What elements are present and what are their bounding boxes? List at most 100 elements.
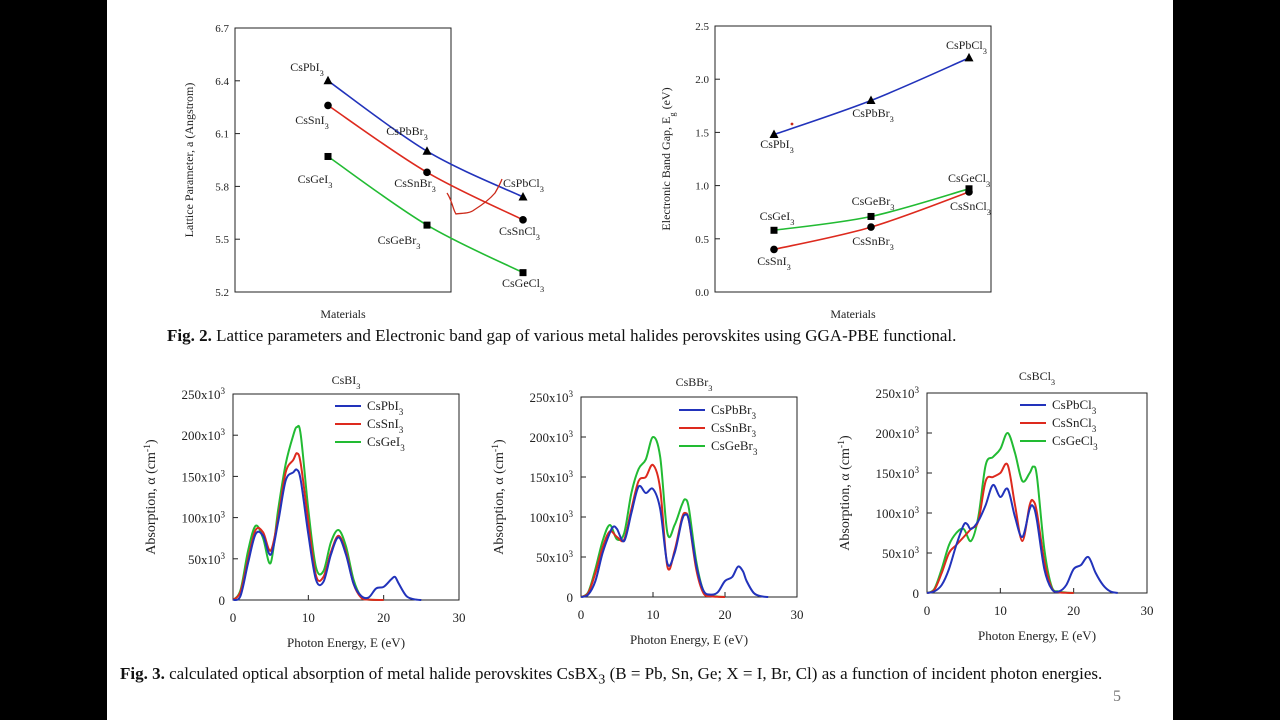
bandgap-ytick-label: 2.0 — [695, 74, 709, 86]
bandgap-point-pb — [964, 52, 974, 62]
fig3-caption-text-after: (B = Pb, Sn, Ge; X = I, Br, Cl) as a fun… — [605, 664, 1103, 683]
lattice-point-label: CsSnCl3 — [499, 224, 540, 242]
fig3-caption: Fig. 3. calculated optical absorption of… — [120, 663, 1130, 690]
abs_br-xlabel: Photon Energy, E (eV) — [630, 632, 748, 647]
abs_br-ytick-label: 250x103 — [529, 389, 573, 405]
abs_i-xtick-label: 20 — [377, 610, 390, 625]
abs_cl-xtick-label: 10 — [994, 603, 1007, 618]
abs_i-legend-label-sn: CsSnI3 — [367, 416, 404, 435]
fig2-caption-label: Fig. 2. — [167, 326, 212, 345]
abs_cl-series-line-sn — [926, 462, 1074, 594]
abs_cl-ylabel: Absorption, α (cm-1) — [836, 435, 854, 551]
abs_cl-ytick-label: 100x103 — [875, 505, 919, 521]
lattice-point-ge — [423, 221, 431, 229]
lattice-point-ge — [519, 269, 527, 277]
bandgap-point-label: CsSnCl3 — [950, 199, 991, 217]
abs_i-series-line-ge — [232, 424, 384, 601]
fig3-caption-label: Fig. 3. — [120, 664, 165, 683]
lattice-series-line-sn — [327, 104, 524, 221]
abs_br-legend-label-pb: CsPbBr3 — [711, 402, 756, 421]
abs_cl-title: CsBCl3 — [1019, 369, 1055, 387]
bandgap-ylabel: Electronic Band Gap, Eg (eV) — [659, 87, 677, 230]
abs_br-ytick-label: 100x103 — [529, 509, 573, 525]
abs_br-series-line-pb — [580, 484, 769, 598]
bandgap-series-line-pb — [773, 57, 970, 136]
abs_i-ytick-label: 100x103 — [181, 510, 225, 526]
bandgap-plot-frame — [714, 25, 992, 293]
abs_br-ylabel: Absorption, α (cm-1) — [490, 439, 508, 555]
fig2-caption-text: Lattice parameters and Electronic band g… — [211, 326, 957, 345]
abs_i-ytick-label: 200x103 — [181, 427, 225, 443]
abs_cl-ytick-label: 250x103 — [875, 385, 919, 401]
abs_br-ytick-label: 150x103 — [529, 469, 573, 485]
lattice-point-pb — [518, 191, 528, 201]
abs_i-series-line-pb — [232, 468, 422, 602]
abs_i-plot-frame — [232, 393, 460, 601]
abs_i-xtick-label: 30 — [453, 610, 466, 625]
abs_br-plot-frame — [580, 396, 798, 598]
abs_br-ytick-label: 200x103 — [529, 429, 573, 445]
abs_i-ytick-label: 50x103 — [188, 551, 226, 567]
abs_br-ytick-label: 0 — [567, 590, 574, 605]
abs_i-ylabel: Absorption, α (cm-1) — [142, 439, 160, 555]
abs_br-xtick-label: 30 — [791, 607, 804, 622]
abs_cl-xtick-label: 0 — [924, 603, 931, 618]
lattice-point-label: CsPbCl3 — [503, 176, 544, 194]
pen-scribble — [446, 178, 503, 215]
bandgap-point-ge — [770, 226, 778, 234]
figure-canvas: 5.2 5.5 5.8 6.1 6.4 6.7 Materials Lattice Param… — [142, 21, 1154, 650]
lattice-point-pb — [422, 146, 432, 155]
fig3-caption-sub: 3 — [598, 671, 606, 688]
lattice-point-ge — [324, 152, 332, 160]
bandgap-point-label: CsGeBr3 — [852, 194, 895, 212]
abs_br-ytick-label: 50x103 — [536, 549, 574, 565]
abs_cl-series-line-ge — [926, 432, 1074, 594]
bandgap-point-sn — [770, 245, 778, 254]
abs_i-xlabel: Photon Energy, E (eV) — [287, 635, 405, 650]
abs_cl-ytick-label: 200x103 — [875, 425, 919, 441]
abs_br-legend-label-ge: CsGeBr3 — [711, 438, 758, 457]
lattice-ytick-label: 5.5 — [215, 234, 229, 246]
bandgap-ytick-label: 0.0 — [695, 287, 709, 299]
slide: 5.2 5.5 5.8 6.1 6.4 6.7 Materials Lattice Param… — [107, 0, 1173, 720]
abs_br-series-line-sn — [580, 463, 726, 598]
lattice-point-label: CsGeI3 — [298, 172, 333, 190]
abs_cl-xlabel: Photon Energy, E (eV) — [978, 628, 1096, 643]
bandgap-point-label: CsPbBr3 — [852, 106, 894, 124]
abs_i-ytick-label: 250x103 — [181, 386, 225, 402]
lattice-point-label: CsGeCl3 — [502, 276, 544, 294]
abs_i-legend-label-ge: CsGeI3 — [367, 434, 405, 453]
pen-dot — [790, 122, 794, 126]
page-number: 5 — [1113, 688, 1121, 705]
bandgap-ytick-label: 1.5 — [695, 127, 709, 139]
bandgap-ytick-label: 0.5 — [695, 234, 709, 246]
bandgap-point-label: CsGeI3 — [760, 209, 795, 227]
abs_cl-legend-label-pb: CsPbCl3 — [1052, 397, 1097, 416]
bandgap-point-pb — [866, 95, 876, 104]
abs_cl-series-line-pb — [926, 484, 1118, 594]
lattice-xlabel: Materials — [320, 307, 366, 321]
abs_cl-xtick-label: 30 — [1141, 603, 1154, 618]
abs_i-legend-label-pb: CsPbI3 — [367, 398, 404, 417]
abs_i-ytick-label: 150x103 — [181, 468, 225, 484]
abs_cl-xtick-label: 20 — [1067, 603, 1080, 618]
lattice-point-label: CsPbI3 — [290, 60, 324, 78]
lattice-ylabel: Lattice Parameter, a (Angstrom) — [182, 83, 196, 238]
lattice-ytick-label: 5.2 — [215, 287, 229, 299]
abs_cl-ytick-label: 50x103 — [882, 545, 920, 561]
lattice-point-sn — [324, 101, 332, 110]
bandgap-point-pb — [769, 129, 779, 139]
bandgap-xlabel: Materials — [830, 307, 876, 321]
bandgap-point-sn — [867, 223, 875, 231]
abs_i-xtick-label: 0 — [230, 610, 237, 625]
abs_i-xtick-label: 10 — [302, 610, 315, 625]
lattice-point-label: CsSnBr3 — [394, 176, 436, 194]
fig2-caption: Fig. 2. Lattice parameters and Electroni… — [167, 325, 956, 347]
abs_cl-legend-label-sn: CsSnCl3 — [1052, 415, 1097, 434]
bandgap-point-label: CsGeCl3 — [948, 171, 990, 189]
abs_cl-ytick-label: 0 — [913, 586, 920, 601]
abs_cl-plot-frame — [926, 392, 1148, 594]
bandgap-ytick-label: 2.5 — [695, 21, 709, 33]
bandgap-point-ge — [867, 212, 875, 220]
lattice-point-label: CsSnI3 — [295, 113, 329, 131]
